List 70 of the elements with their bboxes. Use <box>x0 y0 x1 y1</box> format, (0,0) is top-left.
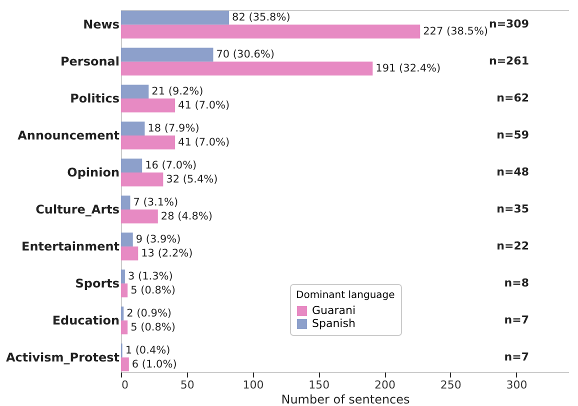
data-label: 1 (0.4%) <box>125 344 170 356</box>
x-tick-label: 200 <box>374 378 396 392</box>
data-label: 227 (38.5%) <box>423 26 488 38</box>
bar <box>121 196 130 210</box>
data-label: 5 (0.8%) <box>130 284 176 296</box>
y-tick-label: Announcement <box>18 128 120 143</box>
x-tick-label: 100 <box>242 378 264 392</box>
bar <box>121 122 145 136</box>
data-label: 3 (1.3%) <box>128 270 173 283</box>
annotation: n=48 <box>496 166 529 179</box>
data-label: 5 (0.8%) <box>130 321 176 334</box>
annotation: n=59 <box>496 128 529 142</box>
data-label: 41 (7.0%) <box>178 136 230 148</box>
x-tick-label: 50 <box>180 378 194 392</box>
legend-label: Spanish <box>312 317 356 330</box>
bar <box>121 320 128 334</box>
bar <box>121 84 149 99</box>
annotation: n=309 <box>488 18 529 31</box>
y-tick-label: Education <box>52 313 120 328</box>
bar <box>121 98 176 112</box>
bar <box>121 209 158 224</box>
annotation: n=22 <box>496 239 529 252</box>
bar <box>121 136 176 150</box>
data-label: 13 (2.2%) <box>141 247 193 260</box>
bar <box>121 246 138 260</box>
annotation: n=35 <box>496 202 529 216</box>
annotation: n=7 <box>504 313 529 326</box>
y-tick-label: Sports <box>75 276 120 290</box>
bar <box>121 62 373 76</box>
bar <box>121 306 124 320</box>
bar <box>121 283 128 298</box>
y-tick-label: Entertainment <box>22 239 120 254</box>
legend-label: Guarani <box>312 304 356 317</box>
data-label: 70 (30.6%) <box>216 48 274 61</box>
bar <box>121 24 420 38</box>
bar <box>121 357 129 372</box>
annotation: n=7 <box>504 350 529 364</box>
y-tick-label: Politics <box>70 92 120 106</box>
y-tick-label: Personal <box>60 54 120 69</box>
data-label: 82 (35.8%) <box>232 12 290 24</box>
x-tick-label: 250 <box>440 378 462 392</box>
legend-title: Dominant language <box>296 290 395 301</box>
bar <box>121 172 164 186</box>
bar <box>121 232 133 246</box>
data-label: 18 (7.9%) <box>148 122 200 135</box>
x-tick-label: 0 <box>122 378 128 392</box>
annotation: n=8 <box>504 276 529 290</box>
y-tick-label: News <box>83 18 120 32</box>
data-label: 2 (0.9%) <box>126 307 172 320</box>
data-label: 191 (32.4%) <box>376 62 441 75</box>
y-tick-label: Culture_Arts <box>36 202 120 216</box>
data-label: 32 (5.4%) <box>166 173 218 186</box>
data-label: 41 (7.0%) <box>178 99 230 112</box>
bar <box>121 270 125 284</box>
data-label: 21 (9.2%) <box>152 86 204 98</box>
y-tick-label: Opinion <box>67 166 120 180</box>
annotation: n=261 <box>488 54 529 68</box>
x-tick-label: 150 <box>308 378 330 392</box>
x-tick-label: 300 <box>506 378 528 392</box>
bar <box>121 48 214 62</box>
data-label: 16 (7.0%) <box>145 160 197 172</box>
data-label: 28 (4.8%) <box>160 210 212 222</box>
y-tick-label: Activism_Protest <box>6 350 120 364</box>
data-label: 9 (3.9%) <box>136 234 181 246</box>
data-label: 6 (1.0%) <box>132 358 177 370</box>
x-axis-title: Number of sentences <box>281 392 410 406</box>
bar <box>121 10 230 25</box>
annotation: n=62 <box>496 92 529 105</box>
bar <box>121 158 142 173</box>
data-label: 7 (3.1%) <box>133 196 178 209</box>
